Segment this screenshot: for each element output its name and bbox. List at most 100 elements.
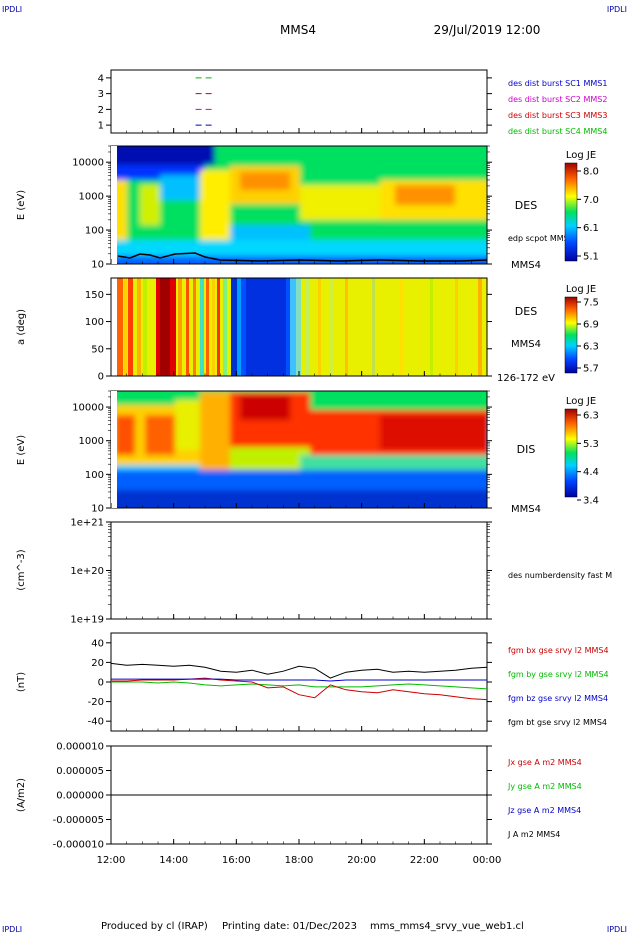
coverage-series (195, 77, 215, 126)
bfield-series-line (111, 678, 487, 682)
corner-mark-bottom-left: IPDLI (2, 925, 22, 934)
bfield-ytick-label: -20 (88, 697, 104, 708)
colorbar-tick-label: 5.1 (583, 252, 599, 263)
colorbar-tick-label: 7.5 (583, 298, 599, 309)
pitch-gap (111, 278, 117, 376)
footer-printing-date: Printing date: 01/Dec/2023 (222, 921, 357, 932)
pitch-stripe (318, 278, 321, 376)
density-yticks: 1e+19 1e+20 1e+21 (70, 518, 492, 626)
scpot-overlay-label: edp scpot MMS4 (508, 234, 574, 243)
des-energy-label: DES (515, 199, 537, 212)
colorbar-tick-label: 4.4 (583, 467, 599, 478)
corner-mark-top-left: IPDLI (2, 5, 22, 14)
des-pitch-label: DES (515, 305, 537, 318)
pitch-ytick-label: 150 (85, 290, 104, 301)
density-panel: 1e+19 1e+20 1e+21 (cm^-3) des numberdensit… (16, 518, 612, 626)
dis-energy-colorbar (564, 408, 578, 498)
dis-energy-image (111, 391, 487, 508)
des-energy-panel: 10 100 1000 10000 E (eV) DES edp scpot MMS4… (16, 145, 599, 271)
pitch-stripe (246, 278, 286, 376)
spacecraft-potential-line (117, 252, 488, 262)
coverage-legend-entry: des dist burst SC1 MMS1 (508, 79, 607, 88)
des-pitch-colorbar-ticks: 7.5 6.9 6.3 5.7 (577, 298, 599, 375)
bfield-ytick-label: 0 (98, 678, 104, 689)
energy-ytick-label: 100 (85, 470, 104, 481)
des-pitch-stripes (111, 278, 482, 376)
current-ytick-label: 0.000010 (56, 742, 104, 753)
coverage-ytick-label: 3 (98, 89, 104, 100)
coverage-legend-entry: des dist burst SC2 MMS2 (508, 95, 607, 104)
current-legend-entry: Jy gse A m2 MMS4 (507, 782, 582, 791)
coverage-frame (110, 69, 488, 134)
pitch-stripe (217, 278, 220, 376)
pitch-stripe (345, 278, 348, 376)
pitch-stripe (330, 278, 334, 376)
pitch-stripe (430, 278, 433, 376)
pitch-stripe (124, 278, 127, 376)
time-tick-label: 22:00 (410, 855, 439, 866)
time-tick-label: 00:00 (473, 855, 502, 866)
pitch-stripe (143, 278, 147, 376)
time-tick-label: 12:00 (97, 855, 126, 866)
current-density-ylabel: (A/m2) (16, 778, 27, 812)
pitch-stripe (237, 278, 241, 376)
coverage-legend-entry: des dist burst SC3 MMS3 (508, 111, 607, 120)
current-ytick-label: 0.000005 (56, 766, 104, 777)
footer-produced-by: Produced by cl (IRAP) (101, 921, 208, 932)
des-energy-colorbar-ticks: 8.0 7.0 6.1 5.1 (577, 167, 599, 263)
magnetic-field-legend: fgm bx gse srvy l2 MMS4 fgm by gse srvy l… (508, 646, 609, 727)
colorbar-tick-label: 5.3 (583, 439, 599, 450)
colorbar-tick-label: 6.9 (583, 320, 599, 331)
time-axis: 12:00 14:00 16:00 18:00 20:00 22:00 00:00 (97, 128, 502, 866)
page-title: MMS4 (280, 23, 316, 37)
bfield-legend-entry: fgm by gse srvy l2 MMS4 (508, 670, 609, 679)
des-pitch-energy-range: 126-172 eV (497, 373, 555, 384)
colorbar-tick-label: 6.1 (583, 223, 599, 234)
time-tick-label: 14:00 (159, 855, 188, 866)
des-energy-colorbar (564, 162, 578, 262)
bfield-legend-entry: fgm bz gse srvy l2 MMS4 (508, 694, 608, 703)
pitch-stripe (400, 278, 403, 376)
pitch-stripe (231, 278, 237, 376)
bfield-series-line (111, 681, 488, 690)
pitch-stripe (305, 278, 309, 376)
energy-ytick-label: 1000 (79, 436, 104, 447)
corner-mark-top-right: IPDLI (607, 5, 627, 14)
des-pitch-colorbar-title: Log JE (566, 284, 596, 295)
pitch-ytick-label: 50 (91, 344, 104, 355)
dis-energy-label: DIS (517, 443, 536, 456)
pitch-stripe (212, 278, 215, 376)
bfield-legend-entry: fgm bx gse srvy l2 MMS4 (508, 646, 609, 655)
des-pitch-ylabel: a (deg) (16, 309, 27, 345)
date-label: 29/Jul/2019 12:00 (434, 23, 541, 37)
des-pitch-sc-label: MMS4 (511, 339, 541, 350)
des-pitch-yticks: 0 50 100 150 (85, 290, 492, 383)
coverage-ytick-label: 2 (98, 105, 104, 116)
des-energy-sc-label: MMS4 (511, 260, 541, 271)
bfield-ytick-label: -40 (88, 717, 104, 728)
pitch-stripe (200, 278, 204, 376)
bfield-ytick-label: 40 (91, 638, 104, 649)
current-ytick-label: 0.000000 (56, 791, 104, 802)
pitch-stripe (137, 278, 141, 376)
density-frame (110, 521, 488, 620)
des-energy-yticks: 10 100 1000 10000 (72, 145, 492, 271)
energy-ytick-label: 10000 (72, 158, 104, 169)
des-energy-image (111, 146, 487, 264)
magnetic-field-series (110, 662, 488, 701)
pitch-stripe (186, 278, 189, 376)
des-energy-colorbar-title: Log JE (566, 150, 596, 161)
bfield-ytick-label: 20 (91, 658, 104, 669)
density-ytick-label: 1e+20 (70, 566, 104, 577)
bfield-series-line (110, 662, 488, 679)
pitch-stripe (290, 278, 296, 376)
pitch-stripe (296, 278, 301, 376)
dis-energy-ylabel: E (eV) (16, 435, 27, 465)
dis-energy-panel: 10 100 1000 10000 E (eV) DIS MMS4 Log JE 6.… (16, 390, 599, 515)
current-density-panel: 0.000010 0.000005 0.000000 -0.000005 -0.0000… (16, 742, 582, 851)
colorbar-tick-label: 3.4 (583, 496, 599, 507)
current-legend-entry: J A m2 MMS4 (507, 830, 560, 839)
density-ytick-label: 1e+21 (70, 518, 104, 529)
